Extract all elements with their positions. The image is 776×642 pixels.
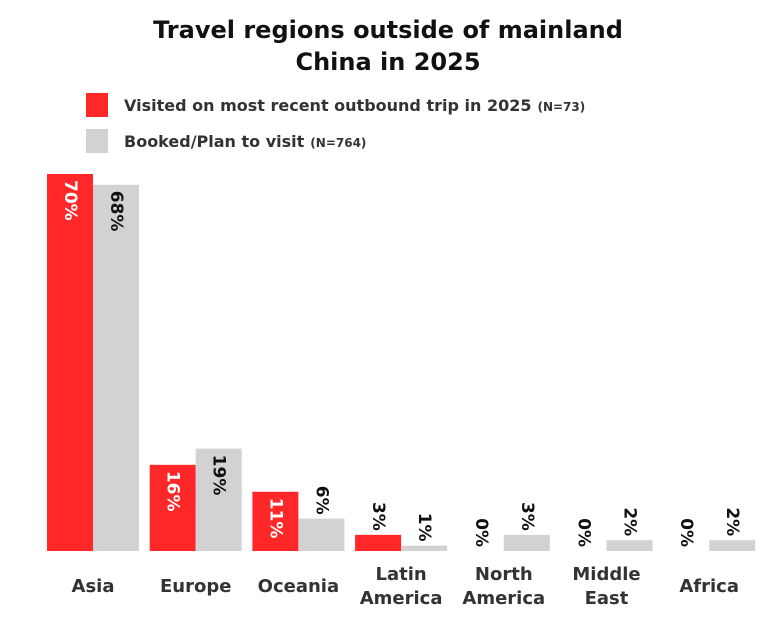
chart-title: Travel regions outside of mainland China… — [0, 14, 776, 78]
legend-name-booked: Booked/Plan to visit — [124, 131, 305, 151]
data-label-visited-6: 0% — [676, 518, 696, 547]
legend-swatch-booked — [86, 129, 108, 153]
data-label-booked-2: 6% — [311, 486, 331, 515]
data-label-visited-1: 16% — [163, 471, 183, 512]
data-label-booked-1: 19% — [209, 455, 229, 496]
category-label-5-line-0: Middle — [572, 564, 640, 585]
chart-title-line-1: Travel regions outside of mainland — [153, 16, 623, 44]
legend-n-booked: (N=764) — [310, 135, 367, 150]
data-label-visited-0: 70% — [60, 180, 80, 221]
category-label-0: Asia — [72, 576, 115, 597]
category-label-3-line-1: America — [360, 588, 443, 609]
data-label-booked-3: 1% — [414, 513, 434, 542]
bar-visited-0 — [47, 174, 93, 551]
legend-item-booked: Booked/Plan to visit (N=764) — [86, 128, 366, 154]
legend-name-visited: Visited on most recent outbound trip in … — [124, 95, 532, 115]
data-label-visited-3: 3% — [368, 502, 388, 531]
data-label-booked-0: 68% — [106, 191, 126, 232]
category-label-4-line-1: America — [462, 588, 545, 609]
legend-label-booked: Booked/Plan to visit (N=764) — [124, 132, 366, 151]
bar-visited-2 — [252, 491, 299, 551]
bar-visited-3 — [355, 534, 402, 551]
bar-booked-4 — [503, 534, 550, 551]
legend-label-visited: Visited on most recent outbound trip in … — [124, 96, 585, 115]
legend-item-visited: Visited on most recent outbound trip in … — [86, 92, 585, 118]
bar-booked-6 — [709, 540, 756, 551]
data-label-visited-4: 0% — [471, 518, 491, 547]
legend-swatch-visited — [86, 93, 108, 117]
data-label-booked-5: 2% — [620, 507, 640, 536]
chart-title-line-2: China in 2025 — [295, 48, 481, 76]
bar-booked-0 — [93, 184, 139, 551]
category-label-1: Europe — [160, 576, 231, 597]
category-label-5-line-1: East — [585, 588, 629, 609]
bar-booked-2 — [298, 518, 345, 551]
legend-n-visited: (N=73) — [537, 99, 586, 114]
category-label-3-line-0: Latin — [375, 564, 426, 585]
data-label-booked-4: 3% — [517, 502, 537, 531]
bar-booked-1 — [195, 448, 242, 551]
data-label-visited-5: 0% — [574, 518, 594, 547]
category-label-4-line-0: North — [475, 564, 533, 585]
bar-visited-1 — [149, 464, 196, 551]
category-label-6: Africa — [679, 576, 739, 597]
data-label-visited-2: 11% — [265, 498, 285, 539]
category-label-2: Oceania — [258, 576, 339, 597]
data-label-booked-6: 2% — [722, 507, 742, 536]
bar-booked-5 — [606, 540, 653, 551]
bar-booked-3 — [401, 545, 448, 551]
